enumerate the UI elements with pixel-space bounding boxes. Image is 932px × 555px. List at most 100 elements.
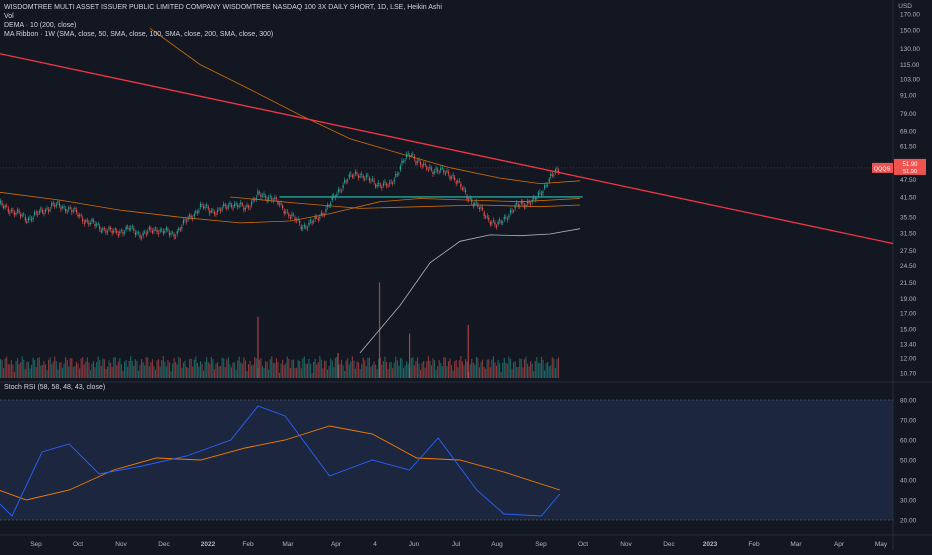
- volume-bar: [218, 366, 220, 378]
- candle-body: [542, 191, 544, 194]
- price-tick-label: 79.00: [900, 111, 917, 118]
- volume-bar: [486, 359, 488, 378]
- candle-body: [354, 171, 357, 174]
- volume-bar: [199, 361, 202, 378]
- moving-averages: [0, 27, 581, 354]
- volume-bar: [530, 361, 532, 378]
- candle-body: [508, 215, 510, 218]
- volume-bar: [288, 358, 290, 378]
- candle-body: [97, 223, 99, 225]
- candle-body: [285, 212, 287, 213]
- candle-body: [106, 231, 109, 233]
- candle-body: [255, 197, 257, 200]
- candle-body: [27, 218, 30, 221]
- volume-bar: [472, 362, 474, 378]
- candle-body: [499, 219, 501, 221]
- rsi-tick-label: 80.00: [900, 398, 917, 405]
- volume-bar: [224, 367, 226, 378]
- stoch-rsi-lines: [0, 405, 561, 517]
- volume-bar: [179, 358, 181, 378]
- volume-bar: [373, 361, 375, 378]
- candle-body: [449, 176, 451, 179]
- volume-bar: [385, 361, 388, 378]
- volume-bar: [272, 362, 274, 378]
- candle-body: [295, 220, 298, 221]
- volume-bar: [480, 361, 482, 378]
- volume-bar: [69, 358, 71, 378]
- candle-body: [189, 214, 191, 217]
- volume-bar: [48, 359, 50, 378]
- volume-bar: [103, 359, 105, 378]
- volume-bar: [212, 359, 214, 378]
- candle-body: [44, 209, 47, 212]
- volume-bar: [108, 360, 110, 378]
- candle-body: [23, 214, 25, 215]
- volume-bar: [420, 369, 422, 378]
- currency-label: USD: [898, 3, 912, 10]
- volume-bar: [302, 358, 304, 378]
- volume-bar: [210, 356, 212, 378]
- volume-bar: [396, 360, 398, 378]
- time-tick-label: May: [875, 541, 888, 548]
- candle-body: [263, 193, 265, 195]
- volume-bar: [148, 366, 150, 378]
- candle-body: [464, 190, 467, 193]
- volume-bar: [463, 365, 465, 378]
- volume-bar: [291, 359, 293, 378]
- volume-bar: [240, 362, 242, 378]
- volume-bar: [464, 359, 467, 378]
- volume-bar: [336, 356, 338, 378]
- volume-bar: [114, 357, 116, 378]
- volume-bar: [99, 360, 101, 378]
- candle-body: [156, 229, 158, 233]
- volume-bar: [280, 363, 282, 378]
- volume-bar: [412, 357, 414, 378]
- candle-body: [317, 218, 319, 221]
- volume-bar: [328, 365, 330, 378]
- candle-body: [416, 161, 419, 163]
- volume-bar: [150, 362, 152, 378]
- candle-body: [481, 207, 484, 210]
- candle-body: [409, 155, 411, 157]
- candle-body: [478, 207, 481, 210]
- candle-body: [288, 213, 290, 217]
- candle-body: [77, 214, 79, 217]
- volume-bar: [75, 361, 78, 378]
- volume-bar: [234, 362, 236, 378]
- volume-bar: [277, 361, 279, 378]
- candle-body: [240, 202, 242, 205]
- volume-bar: [544, 370, 546, 378]
- candle-body: [1, 202, 3, 205]
- volume-bar: [21, 356, 23, 378]
- candle-body: [102, 228, 104, 231]
- volume-bar: [327, 369, 329, 378]
- volume-bar: [440, 363, 442, 378]
- volume-bar: [371, 364, 374, 378]
- volume-bar: [136, 360, 138, 378]
- volume-bar: [127, 366, 129, 378]
- volume-bar: [361, 364, 363, 378]
- volume-bar: [407, 363, 409, 378]
- volume-bar: [221, 357, 223, 378]
- volume-bar: [433, 360, 436, 378]
- volume-bar: [120, 364, 122, 378]
- candle-body: [536, 198, 538, 199]
- annotations[interactable]: [0, 53, 894, 245]
- candle-body: [130, 227, 132, 229]
- candle-body: [249, 207, 251, 209]
- volume-bar: [34, 359, 36, 378]
- candle-body: [486, 215, 488, 217]
- candle-body: [224, 204, 226, 206]
- volume-bar: [474, 364, 476, 378]
- volume-bar: [164, 361, 166, 378]
- volume-bar: [286, 356, 288, 378]
- volume-bar: [203, 370, 205, 378]
- candle-body: [20, 214, 22, 217]
- candle-body: [74, 207, 76, 210]
- volume-bar: [334, 357, 336, 378]
- candle-body: [347, 180, 349, 182]
- candle-body: [29, 217, 31, 219]
- rsi-tick-label: 20.00: [900, 518, 917, 525]
